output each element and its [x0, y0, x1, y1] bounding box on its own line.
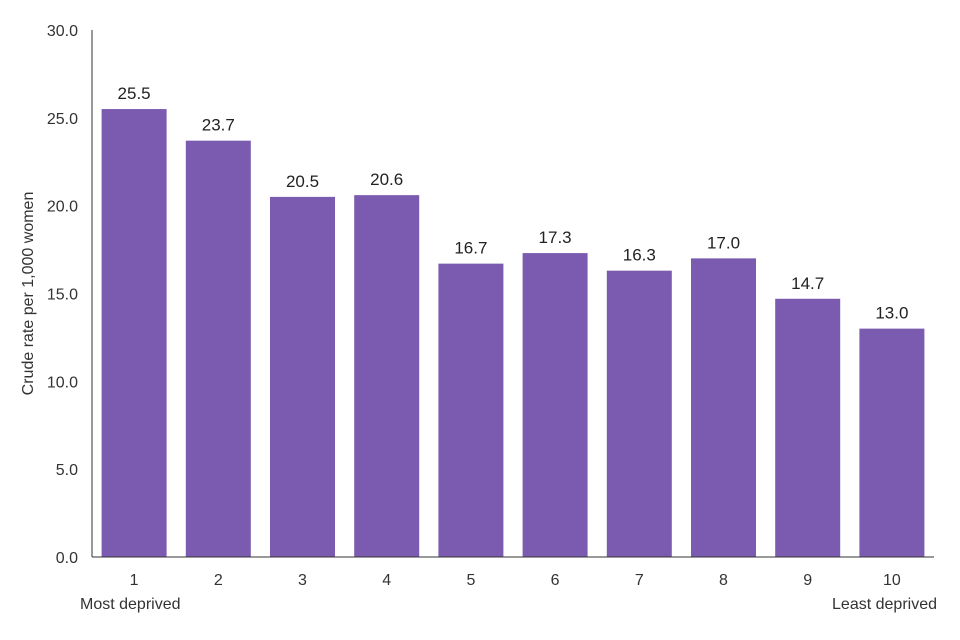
bars [101, 109, 925, 558]
most-deprived-annotation: Most deprived [80, 596, 181, 613]
x-tick-label: 2 [214, 572, 223, 589]
y-tick-label: 30.0 [47, 23, 78, 40]
x-tick-label: 5 [466, 572, 475, 589]
bar-value-labels: 25.5 23.7 20.5 20.6 16.7 17.3 16.3 17.0 14.7 13.0 [118, 84, 909, 323]
x-axis-ticks: 1 2 3 4 5 6 7 8 9 10 [130, 572, 901, 589]
bar [522, 253, 588, 557]
bar-value-label: 13.0 [875, 304, 908, 323]
bar-value-label: 16.3 [623, 246, 656, 265]
bar [691, 258, 756, 557]
bar-value-label: 17.0 [707, 233, 740, 252]
x-tick-label: 9 [803, 572, 812, 589]
x-tick-label: 8 [719, 572, 728, 589]
y-tick-label: 15.0 [47, 287, 78, 304]
y-tick-label: 5.0 [56, 462, 78, 479]
bar [101, 109, 167, 558]
y-axis-title: Crude rate per 1,000 women [20, 192, 37, 396]
least-deprived-annotation: Least deprived [832, 596, 937, 613]
bar-value-label: 20.6 [370, 170, 403, 189]
bar-value-label: 16.7 [454, 239, 487, 258]
y-tick-label: 0.0 [56, 550, 78, 567]
bar [859, 328, 925, 557]
bar-value-label: 25.5 [118, 84, 151, 103]
bar [270, 196, 335, 557]
y-axis-ticks: 0.0 5.0 10.0 15.0 20.0 25.0 30.0 [47, 23, 78, 567]
x-tick-label: 7 [635, 572, 644, 589]
bar-value-label: 14.7 [791, 274, 824, 293]
x-tick-label: 6 [551, 572, 560, 589]
bar [775, 298, 841, 557]
bar-value-label: 17.3 [539, 228, 572, 247]
x-tick-label: 1 [130, 572, 139, 589]
x-tick-label: 3 [298, 572, 307, 589]
y-tick-label: 20.0 [47, 199, 78, 216]
bar [354, 195, 420, 558]
bar-value-label: 20.5 [286, 172, 319, 191]
bar [185, 140, 251, 558]
bar-value-label: 23.7 [202, 116, 235, 135]
y-tick-label: 10.0 [47, 374, 78, 391]
bar [438, 263, 504, 557]
bar [606, 270, 672, 557]
x-tick-label: 4 [382, 572, 391, 589]
y-tick-label: 25.0 [47, 111, 78, 128]
x-tick-label: 10 [883, 572, 901, 589]
